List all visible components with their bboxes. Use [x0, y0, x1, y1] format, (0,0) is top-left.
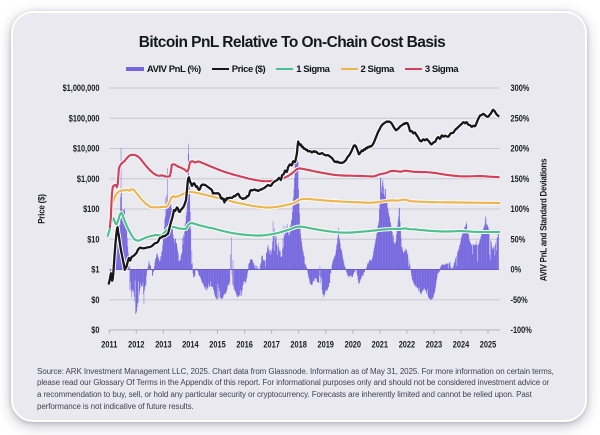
- svg-text:$0: $0: [91, 295, 100, 305]
- svg-text:2019: 2019: [317, 340, 334, 350]
- svg-text:AVIV PnL and Standard Deviatio: AVIV PnL and Standard Deviations: [538, 158, 549, 281]
- svg-text:2015: 2015: [209, 340, 226, 350]
- svg-text:2011: 2011: [101, 340, 117, 350]
- svg-text:0%: 0%: [511, 265, 522, 275]
- svg-text:250%: 250%: [511, 114, 530, 124]
- svg-text:$1,000: $1,000: [77, 174, 100, 184]
- svg-text:Price ($): Price ($): [36, 194, 47, 224]
- svg-text:300%: 300%: [511, 84, 530, 94]
- svg-text:2020: 2020: [345, 340, 362, 350]
- svg-text:2022: 2022: [399, 340, 416, 350]
- svg-text:$100,000: $100,000: [69, 114, 100, 124]
- svg-text:$10,000: $10,000: [73, 144, 100, 154]
- svg-text:2024: 2024: [453, 340, 470, 350]
- svg-text:$0: $0: [91, 326, 100, 336]
- svg-text:2023: 2023: [426, 340, 443, 350]
- svg-text:200%: 200%: [511, 144, 530, 154]
- svg-text:$1,000,000: $1,000,000: [63, 84, 100, 94]
- svg-text:50%: 50%: [511, 235, 526, 245]
- svg-text:2013: 2013: [155, 340, 172, 350]
- svg-text:2017: 2017: [263, 340, 280, 350]
- svg-text:-100%: -100%: [511, 326, 532, 336]
- svg-text:$10: $10: [87, 235, 100, 245]
- svg-text:$100: $100: [83, 205, 100, 215]
- svg-text:100%: 100%: [511, 205, 530, 215]
- svg-text:2021: 2021: [372, 340, 389, 350]
- svg-text:$1: $1: [91, 265, 100, 275]
- svg-text:2018: 2018: [290, 340, 307, 350]
- svg-text:2016: 2016: [236, 340, 253, 350]
- svg-text:2025: 2025: [480, 340, 497, 350]
- svg-text:2012: 2012: [128, 340, 145, 350]
- svg-text:2014: 2014: [182, 340, 199, 350]
- svg-text:150%: 150%: [511, 174, 530, 184]
- svg-text:-50%: -50%: [511, 295, 528, 305]
